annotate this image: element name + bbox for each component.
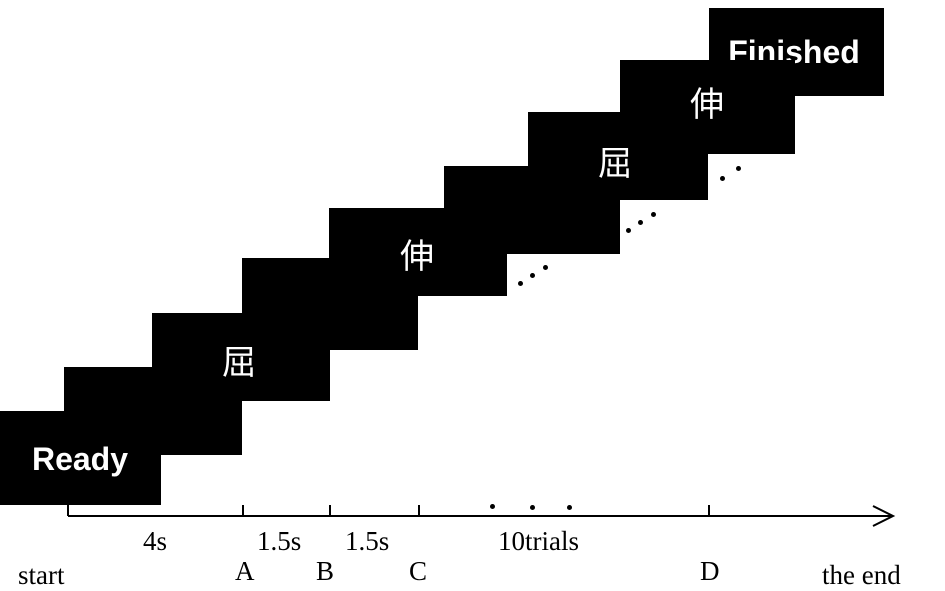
duration-label: 4s xyxy=(143,526,168,556)
ellipsis-dot xyxy=(530,273,535,278)
ellipsis-dot xyxy=(651,212,656,217)
marker-label-b: B xyxy=(316,556,335,586)
ellipsis-dot xyxy=(720,176,725,181)
ellipsis-dot xyxy=(490,504,495,509)
card-ready: Ready xyxy=(0,411,161,505)
duration-label: 1.5s xyxy=(257,526,302,556)
timeline-start-label: start xyxy=(18,560,65,590)
ellipsis-dot xyxy=(530,505,535,510)
duration-label: 1.5s xyxy=(345,526,390,556)
card-label-ready: Ready xyxy=(31,440,129,477)
ellipsis-dot xyxy=(543,265,548,270)
card-label-flex-1: 屈 xyxy=(222,343,256,383)
ellipsis-dot xyxy=(518,281,523,286)
ellipsis-dot xyxy=(626,228,631,233)
card-label-flex-2: 屈 xyxy=(598,144,632,184)
duration-label: 10trials xyxy=(498,526,579,556)
ellipsis-dot xyxy=(638,220,643,225)
marker-label-c: C xyxy=(409,556,428,586)
ellipsis-dot xyxy=(567,505,572,510)
card-label-extend-2: 伸 xyxy=(690,85,724,125)
timeline-end-label: the end xyxy=(822,560,901,590)
card-label-extend-1: 伸 xyxy=(400,237,434,277)
marker-label-a: A xyxy=(235,556,255,586)
marker-label-d: D xyxy=(700,556,720,586)
ellipsis-dot xyxy=(736,166,741,171)
